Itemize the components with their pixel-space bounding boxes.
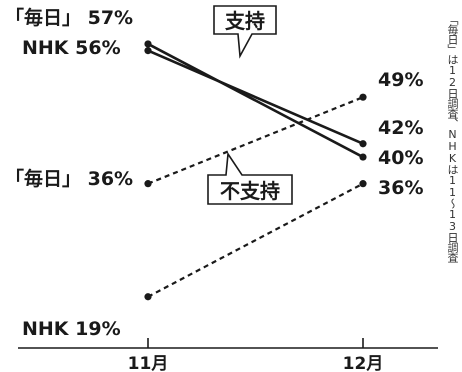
data-point-mainichi-support-11 [144,40,152,48]
series-label-mainichi-nonsupport-right: 49% [378,69,423,91]
x-tick-label-11: 11月 [128,354,169,372]
data-point-nhk-support-12 [359,140,367,148]
series-label-nhk-nonsupport-left: NHK 19% [22,318,121,340]
data-point-nhk-nonsupport-11 [144,293,152,301]
series-label-mainichi-nonsupport-left: 「毎日」 36% [5,167,133,190]
x-tick-label-12: 12月 [343,354,384,372]
series-label-nhk-support-right: 42% [378,117,423,139]
series-label-nhk-nonsupport-right: 36% [378,177,423,199]
series-label-mainichi-support-right: 40% [378,147,423,169]
svg-text:「毎日」 57%: 「毎日」 57% [5,6,133,29]
series-layer [144,40,367,301]
series-line-mainichi-nonsupport [147,96,364,185]
support-callout-label: 支持 [225,9,265,33]
data-point-mainichi-nonsupport-12 [359,93,367,101]
nonsupport-callout: 不支持 [207,151,293,205]
nonsupport-callout-label: 不支持 [220,179,280,203]
data-point-mainichi-support-12 [359,153,367,161]
series-label-mainichi-support-left: 「毎日」 57% [5,6,133,29]
support-callout: 支持 [213,5,277,59]
data-point-nhk-support-11 [144,47,152,55]
series-line-mainichi-support [147,42,364,159]
series-line-nhk-nonsupport [147,182,364,298]
source-note: 「毎日」は12日調査、NHKは11～13日調査 [446,14,459,262]
data-point-nhk-nonsupport-12 [359,180,367,188]
data-point-mainichi-nonsupport-11 [144,180,152,188]
series-label-nhk-support-left: NHK 56% [22,37,121,59]
series-line-nhk-support [147,49,364,145]
